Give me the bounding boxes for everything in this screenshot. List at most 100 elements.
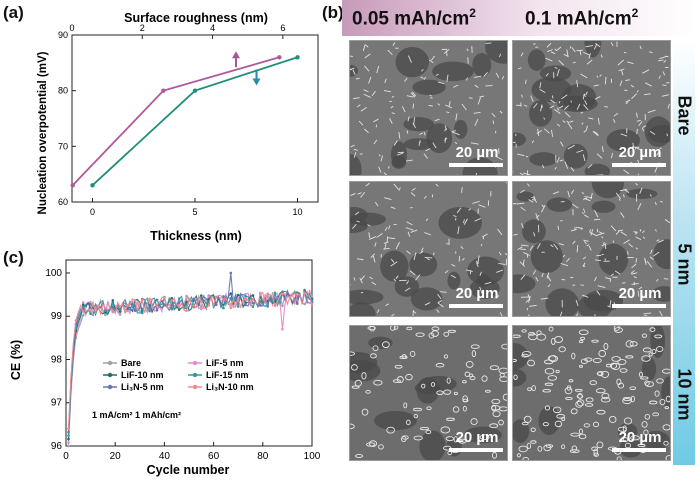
- chart-c-point: [163, 303, 166, 307]
- sem-dark-region: [644, 116, 670, 147]
- chart-c-legend-marker: [107, 372, 113, 378]
- sem-dendrite: [376, 65, 380, 74]
- sem-dendrite: [636, 90, 639, 93]
- sem-dendrite: [360, 107, 367, 112]
- sem-dendrite: [475, 172, 477, 175]
- sem-dendrite: [479, 271, 482, 277]
- sem-dendrite: [452, 131, 460, 136]
- sem-deposit: [462, 398, 469, 403]
- sem-dendrite: [498, 263, 506, 265]
- chart-c-point: [303, 292, 306, 295]
- chart-c-point: [170, 297, 174, 300]
- sem-dendrite: [371, 90, 376, 97]
- sem-dendrite: [639, 229, 642, 232]
- chart-c-legend-label: LiF-5 nm: [206, 358, 244, 368]
- sem-deposit: [542, 422, 549, 427]
- sem-deposit: [536, 330, 542, 336]
- sem-deposit: [370, 353, 377, 359]
- sem-deposit: [468, 373, 474, 378]
- sem-dendrite: [529, 245, 534, 251]
- chart-c-point: [229, 271, 233, 275]
- sem-dendrite: [532, 43, 536, 45]
- sem-deposit: [596, 371, 603, 376]
- sem-dendrite: [658, 239, 664, 243]
- sem-scale-label: 20 µm: [619, 144, 662, 161]
- sem-dendrite: [369, 276, 373, 280]
- sem-dendrite: [643, 312, 652, 315]
- sem-dark-region: [561, 84, 597, 111]
- chart-c-legend-marker: [192, 372, 198, 378]
- sem-dendrite: [618, 68, 625, 72]
- sem-dendrite: [375, 124, 378, 128]
- sem-deposit: [378, 444, 384, 450]
- chart-c-point: [81, 310, 85, 313]
- chart-c-point: [200, 294, 203, 297]
- sem-dendrite: [465, 269, 473, 272]
- chart-a-point: [90, 183, 95, 188]
- sem-deposit: [542, 388, 552, 393]
- sem-dendrite: [582, 154, 586, 162]
- sem-dendrite: [485, 42, 492, 44]
- sem-dendrite: [360, 275, 365, 281]
- sem-dendrite: [596, 75, 599, 78]
- sem-deposit: [593, 448, 599, 456]
- chart-c-point: [200, 300, 203, 303]
- sem-dendrite: [387, 49, 393, 56]
- sem-dendrite: [593, 84, 599, 87]
- chart-c-point: [214, 303, 218, 306]
- chart-c-point: [67, 434, 70, 437]
- sem-dark-region: [453, 119, 468, 139]
- sem-dendrite: [406, 250, 411, 255]
- sem-dendrite: [393, 278, 397, 282]
- sem-deposit: [629, 341, 638, 347]
- sem-dendrite: [446, 243, 450, 245]
- sem-dendrite: [444, 125, 448, 131]
- sem-dendrite: [642, 69, 650, 74]
- sem-dendrite: [407, 116, 410, 122]
- sem-deposit: [489, 423, 499, 429]
- sem-dendrite: [637, 290, 640, 297]
- sem-deposit: [521, 350, 532, 357]
- sem-deposit: [578, 339, 584, 344]
- sem-dendrite: [624, 189, 630, 194]
- sem-dendrite: [551, 95, 554, 99]
- sem-dendrite: [411, 187, 416, 192]
- sem-scale-label: 20 µm: [456, 429, 499, 446]
- sem-dendrite: [618, 198, 621, 201]
- sem-dendrite: [656, 278, 659, 282]
- chart-c-point: [67, 427, 70, 430]
- sem-dendrite: [588, 245, 592, 251]
- sem-dendrite: [410, 92, 416, 98]
- sem-deposit: [393, 326, 399, 330]
- sem-dendrite: [421, 69, 424, 72]
- sem-dendrite: [584, 196, 593, 199]
- sem-row-label-5nm: 5 nm: [674, 243, 695, 286]
- sem-dendrite: [601, 243, 607, 247]
- sem-dendrite: [407, 231, 411, 237]
- sem-deposit: [548, 326, 554, 332]
- sem-dendrite: [570, 100, 573, 103]
- sem-deposit: [446, 377, 451, 384]
- sem-deposit: [656, 378, 664, 384]
- sem-dendrite: [625, 79, 630, 82]
- sem-dendrite: [350, 193, 356, 196]
- panel-label-c: (c): [3, 248, 24, 267]
- sem-dendrite: [585, 91, 588, 96]
- sem-dendrite: [523, 172, 531, 175]
- sem-dendrite: [463, 219, 465, 224]
- sem-dendrite: [395, 241, 400, 250]
- sem-dark-region: [652, 286, 670, 302]
- sem-dendrite: [451, 264, 456, 267]
- sem-dendrite: [523, 104, 528, 107]
- chart-c-point: [251, 297, 255, 301]
- sem-dendrite: [390, 258, 395, 263]
- sem-deposit: [593, 452, 599, 457]
- sem-deposit: [644, 380, 650, 386]
- sem-deposit: [584, 357, 593, 362]
- sem-dark-region: [472, 53, 492, 77]
- chart-a-y-tick-label: 60: [58, 197, 68, 207]
- sem-dendrite: [419, 250, 424, 254]
- sem-dendrite: [540, 297, 549, 300]
- sem-dendrite: [367, 224, 371, 227]
- sem-deposit: [584, 403, 594, 407]
